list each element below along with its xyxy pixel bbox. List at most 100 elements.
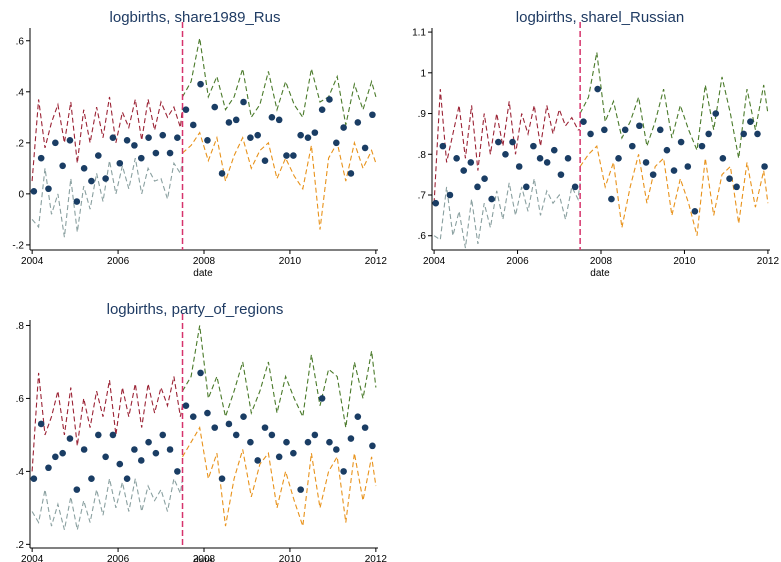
- data-point: [95, 152, 102, 159]
- data-point: [587, 130, 594, 138]
- data-point: [536, 155, 544, 162]
- data-point: [66, 136, 74, 144]
- data-point: [361, 144, 369, 152]
- data-point: [550, 146, 558, 154]
- series-line-lower-post: [182, 426, 377, 527]
- data-point: [275, 453, 283, 461]
- data-point: [225, 119, 233, 126]
- data-point: [754, 130, 761, 138]
- x-tick-label: 2012: [365, 256, 388, 267]
- series-line-lower-post: [579, 144, 769, 236]
- data-point: [432, 199, 440, 207]
- data-point: [495, 138, 502, 146]
- data-point: [174, 134, 181, 142]
- data-point: [197, 369, 204, 377]
- data-point: [705, 130, 712, 138]
- data-point: [254, 457, 262, 464]
- data-point: [166, 149, 174, 157]
- x-tick-label: 2012: [757, 256, 780, 267]
- x-tick-label: 2006: [506, 256, 529, 267]
- data-point: [712, 110, 720, 117]
- y-tick-label: .9: [418, 109, 427, 120]
- data-point: [354, 413, 362, 420]
- x-tick-label: 2004: [21, 554, 44, 562]
- data-point: [467, 159, 475, 166]
- chart-share1989-rus: logbirths, share1989_Rus date -.2 0 .2 .4 .6…: [12, 9, 388, 279]
- data-point: [530, 142, 537, 150]
- y-tick-label: .8: [418, 150, 427, 161]
- data-point: [73, 198, 81, 205]
- data-point: [340, 124, 347, 131]
- data-point: [145, 134, 152, 142]
- data-point: [80, 446, 88, 453]
- data-point: [636, 122, 643, 130]
- y-tick-label: .4: [16, 467, 25, 478]
- data-point: [102, 453, 109, 461]
- data-point: [52, 453, 59, 461]
- data-point: [102, 175, 109, 182]
- data-point: [166, 446, 174, 453]
- data-point: [311, 129, 319, 136]
- x-tick-label: 2010: [279, 256, 302, 267]
- data-point: [204, 409, 211, 417]
- x-tick-label: 2008: [193, 256, 216, 267]
- chart-panel-party-of-regions: logbirths, party_of_regions date .2 .4 .6.…: [0, 290, 390, 562]
- data-point: [73, 486, 81, 493]
- data-point: [268, 431, 276, 439]
- series-line-upper-pre: [433, 89, 581, 204]
- data-point: [318, 106, 326, 113]
- data-point: [240, 413, 247, 420]
- data-point: [481, 175, 488, 183]
- x-tick-label: 2012: [365, 554, 388, 562]
- data-point: [225, 420, 233, 428]
- data-point: [116, 159, 124, 167]
- chart-panel-sharel-russian: logbirths, sharel_Russian date .6 .7 .8 .9 1…: [390, 0, 781, 280]
- series-line-upper-post: [182, 38, 377, 126]
- data-point: [333, 446, 340, 453]
- data-point: [608, 195, 615, 203]
- data-point: [116, 460, 124, 468]
- data-point: [509, 138, 516, 146]
- data-point: [326, 96, 333, 103]
- y-tick-label: .2: [16, 138, 25, 149]
- data-point: [733, 183, 740, 191]
- data-point: [37, 154, 45, 162]
- series-line-lower-pre: [31, 476, 184, 530]
- series-line-upper-post: [579, 52, 769, 159]
- data-point: [615, 155, 622, 162]
- data-point: [131, 142, 138, 149]
- data-point: [254, 131, 262, 139]
- series-line-lower-pre: [31, 157, 184, 238]
- y-tick-label: .8: [16, 321, 25, 332]
- data-point: [649, 171, 657, 178]
- data-point: [446, 191, 454, 199]
- data-point: [131, 446, 138, 453]
- data-point: [66, 435, 74, 442]
- data-point: [543, 159, 551, 166]
- data-point: [290, 152, 297, 159]
- data-point: [523, 183, 530, 191]
- data-point: [261, 157, 269, 164]
- data-point: [474, 183, 481, 191]
- data-point: [333, 139, 340, 147]
- data-point: [677, 138, 685, 146]
- data-point: [59, 449, 66, 457]
- y-tick-label: .6: [418, 231, 427, 242]
- chart-panel-share1989-rus: logbirths, share1989_Rus date -.2 0 .2 .4 .6…: [0, 0, 390, 280]
- data-point: [45, 464, 52, 472]
- data-point: [109, 431, 117, 439]
- data-point: [297, 486, 304, 493]
- x-tick-label: 2010: [279, 554, 302, 562]
- data-point: [261, 424, 269, 431]
- data-point: [439, 142, 447, 150]
- y-tick-label: .6: [16, 394, 25, 405]
- series-line-lower-pre: [433, 178, 581, 249]
- data-point: [37, 420, 45, 428]
- data-point: [340, 468, 347, 475]
- chart-title: logbirths, sharel_Russian: [516, 9, 684, 26]
- chart-title: logbirths, party_of_regions: [107, 301, 284, 318]
- y-tick-label: .4: [16, 87, 25, 98]
- y-tick-label: .7: [418, 191, 427, 202]
- data-point: [740, 130, 748, 138]
- data-point: [326, 438, 333, 446]
